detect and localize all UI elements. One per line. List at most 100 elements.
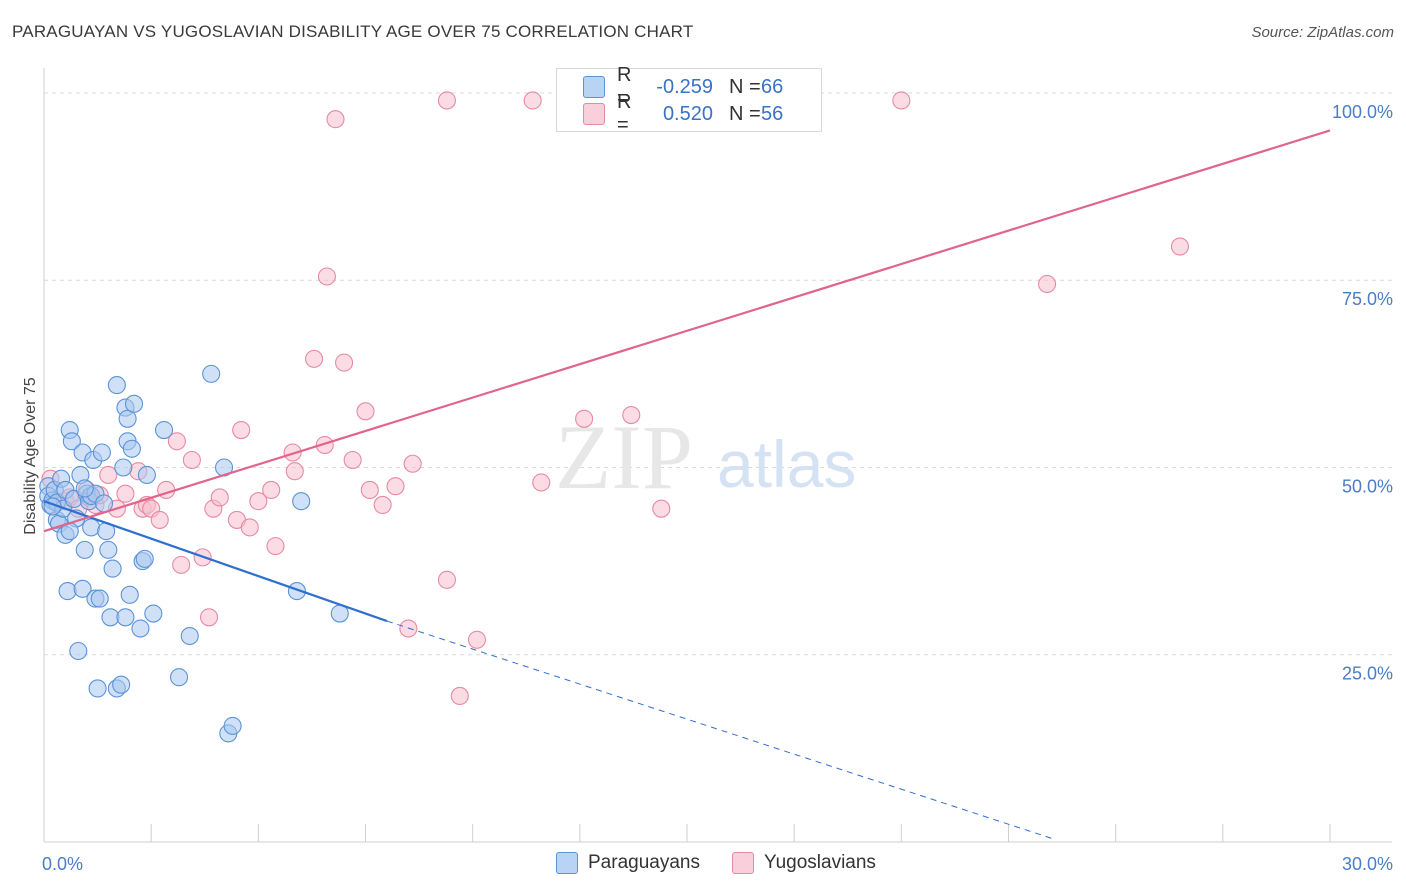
legend-item-paraguayans: Paraguayans: [556, 852, 700, 874]
paraguayan-point: [73, 579, 92, 598]
paraguayan-point: [114, 458, 133, 477]
legend-r-label: R =: [617, 91, 632, 136]
yugoslavian-point: [467, 630, 487, 649]
paraguayan-point: [202, 364, 221, 383]
paraguayan-point: [124, 394, 144, 413]
paraguayan-point: [144, 604, 163, 623]
yugoslavian-point: [1038, 274, 1057, 294]
paraguayans-trend-line: [43, 500, 388, 623]
legend-n-label: N =: [729, 75, 761, 98]
paraguayan-point: [169, 668, 189, 687]
yugoslavian-point: [622, 406, 641, 425]
paraguayan-point: [90, 589, 109, 608]
paraguayan-point: [62, 432, 81, 451]
paraguayan-point: [99, 540, 118, 559]
yugoslavian-point: [172, 555, 191, 574]
yugoslavian-point: [532, 473, 551, 492]
paraguayan-point: [122, 439, 141, 458]
y-tick-labels: 25.0% 50.0% 75.0% 100.0%: [1332, 102, 1393, 684]
paraguayan-point: [75, 479, 94, 498]
paraguayan-point: [135, 549, 154, 568]
yugoslavian-point: [116, 484, 135, 503]
yugoslavian-point: [575, 409, 594, 428]
legend-item-yugoslavians: Yugoslavians: [731, 852, 876, 874]
y-axis-label: Disability Age Over 75: [22, 377, 39, 535]
yugoslavian-point: [210, 488, 229, 507]
yugoslavian-point: [199, 608, 219, 627]
source-label: Source: ZipAtlas.com: [1251, 24, 1394, 41]
yugoslavian-point: [437, 91, 456, 110]
legend-r-value: 0.520: [662, 102, 713, 125]
yugoslavian-point: [232, 420, 251, 440]
paraguayan-point: [88, 679, 107, 698]
yugoslavian-point: [356, 402, 375, 421]
legend-row-yugoslavians: R = 0.520 N = 56: [583, 91, 784, 136]
legend-swatch-pink: [731, 852, 754, 874]
chart-title: PARAGUAYAN VS YUGOSLAVIAN DISABILITY AGE…: [12, 22, 694, 41]
watermark: ZIP atlas: [555, 406, 856, 508]
legend-n-value: 56: [761, 102, 784, 125]
x-tick-labels: 0.0% 30.0%: [42, 854, 1393, 874]
yugoslavian-point: [437, 570, 456, 589]
yugoslavian-point: [450, 686, 469, 705]
legend-r-label: R =: [617, 64, 632, 109]
yugoslavian-point: [262, 480, 281, 500]
yugoslavian-point: [285, 462, 304, 481]
paraguayan-point: [101, 608, 120, 627]
paraguayan-point: [58, 582, 77, 601]
paraguayan-point: [107, 376, 126, 395]
paraguayan-point: [287, 582, 306, 601]
yugoslavians-points: [41, 91, 1190, 705]
yugoslavian-point: [373, 495, 392, 514]
series-legend: Paraguayans Yugoslavians: [556, 852, 908, 874]
paraguayan-point: [120, 585, 139, 604]
yugoslavian-point: [315, 435, 334, 455]
yugoslavian-point: [283, 443, 302, 462]
yugoslavian-point: [343, 450, 362, 470]
legend-n-value: 66: [761, 75, 784, 98]
paraguayans-points: [39, 364, 349, 743]
paraguayan-point: [118, 409, 137, 428]
y-tick-label: 100.0%: [1332, 102, 1393, 122]
legend-swatch-pink: [583, 103, 605, 125]
yugoslavian-point: [240, 518, 259, 537]
yugoslavian-point: [1170, 237, 1190, 256]
paraguayan-point: [112, 675, 131, 694]
paraguayan-point: [82, 518, 101, 537]
yugoslavian-point: [335, 353, 354, 372]
yugoslavian-point: [326, 110, 345, 129]
yugoslavian-point: [317, 267, 336, 286]
paraguayan-point: [180, 626, 199, 646]
yugoslavian-point: [249, 492, 268, 511]
yugoslavian-point: [403, 454, 422, 473]
yugoslavian-point: [99, 465, 118, 485]
yugoslavian-point: [167, 432, 186, 451]
yugoslavian-point: [892, 91, 911, 110]
paraguayan-point: [92, 443, 111, 462]
legend-swatch-blue: [556, 852, 578, 874]
watermark-atlas: atlas: [717, 427, 856, 501]
legend-row-paraguayans: R = -0.259 N = 66: [583, 64, 784, 109]
yugoslavian-point: [266, 537, 285, 556]
legend-label-yugoslavians: Yugoslavians: [763, 852, 876, 873]
paraguayan-point: [223, 716, 242, 735]
paraguayan-point: [69, 641, 88, 661]
legend-r-value: -0.259: [656, 75, 713, 98]
yugoslavian-point: [305, 349, 324, 368]
paraguayan-point: [103, 559, 122, 578]
yugoslavian-point: [360, 480, 379, 500]
yugoslavian-point: [652, 499, 671, 518]
x-tick-label: 30.0%: [1342, 854, 1393, 874]
paraguayan-point: [292, 492, 311, 511]
paraguayan-point: [131, 619, 150, 638]
y-tick-label: 25.0%: [1342, 664, 1393, 684]
paraguayan-point: [75, 540, 94, 559]
paraguayan-point: [116, 608, 135, 627]
axes: [43, 68, 1392, 843]
yugoslavian-point: [150, 510, 169, 529]
paraguayan-point: [154, 420, 174, 440]
yugoslavians-trend-line: [43, 129, 1331, 533]
yugoslavian-point: [386, 477, 405, 496]
yugoslavian-point: [523, 91, 542, 110]
